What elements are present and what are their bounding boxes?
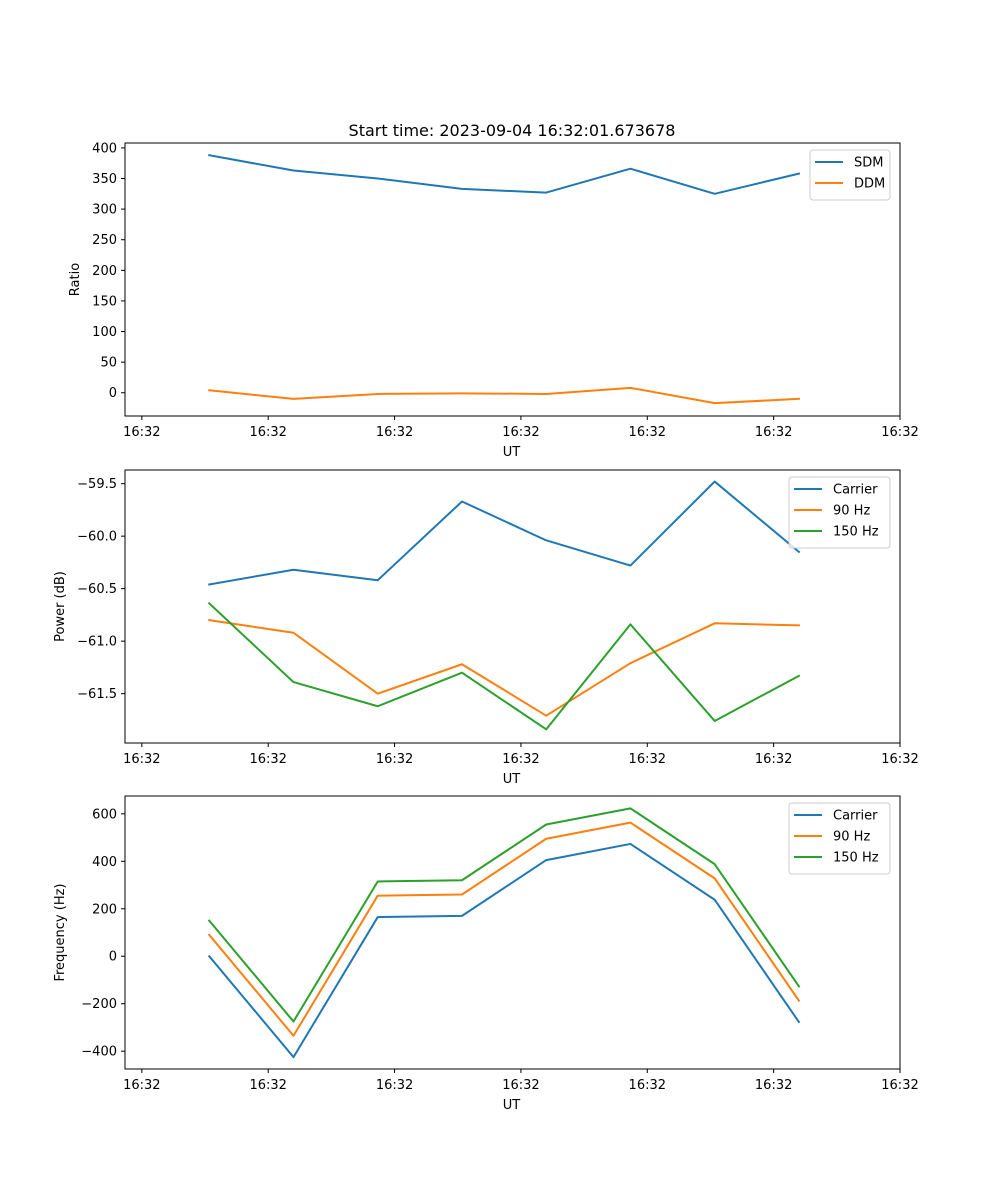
x-tick-label: 16:32: [502, 1078, 539, 1093]
plots: 0 50 100 150 200 250 300 350 400 16:32 16:32 16:32 1…: [53, 141, 919, 1113]
y-tick-label: 100: [92, 325, 117, 340]
x-axis-label: UT: [503, 772, 521, 787]
y-tick-label: 400: [92, 855, 117, 870]
y-axis-label: Power (dB): [53, 571, 68, 642]
subplot-1: 0 50 100 150 200 250 300 350 400 16:32 16:32 16:32 1…: [68, 141, 919, 460]
axes-frame: [124, 795, 901, 1070]
legend-label: 150 Hz: [833, 525, 879, 540]
y-tick-label: 600: [92, 807, 117, 822]
legend-label: Carrier: [833, 483, 878, 498]
legend-label: 90 Hz: [833, 830, 870, 845]
x-tick-label: 16:32: [502, 752, 539, 767]
x-tick-label: 16:32: [123, 752, 160, 767]
legend: Carrier 90 Hz 150 Hz: [788, 476, 891, 549]
x-tick-label: 16:32: [249, 425, 286, 440]
x-axis-label: UT: [503, 1098, 521, 1113]
y-tick-label: −200: [81, 997, 117, 1012]
y-tick-label: −61.5: [77, 687, 117, 702]
y-tick-label: −59.5: [77, 477, 117, 492]
x-tick-label: 16:32: [755, 425, 792, 440]
x-tick-label: 16:32: [376, 752, 413, 767]
legend-label: 150 Hz: [833, 851, 879, 866]
legend: Carrier 90 Hz 150 Hz: [788, 802, 891, 875]
y-tick-label: 50: [100, 356, 117, 371]
x-tick-label: 16:32: [249, 1078, 286, 1093]
x-tick-label: 16:32: [123, 1078, 160, 1093]
series-line-ddm: [208, 386, 800, 405]
series-line-90-hz: [207, 821, 801, 1037]
y-tick-label: 250: [92, 233, 117, 248]
x-tick-label: 16:32: [123, 425, 160, 440]
legend: SDM DDM: [809, 149, 891, 201]
y-tick-label: 150: [92, 294, 117, 309]
x-tick-label: 16:32: [376, 1078, 413, 1093]
x-tick-label: 16:32: [629, 425, 666, 440]
y-tick-label: 350: [92, 172, 117, 187]
y-tick-label: 200: [92, 264, 117, 279]
legend-label: Carrier: [833, 809, 878, 824]
x-tick-label: 16:32: [629, 1078, 666, 1093]
y-tick-label: −400: [81, 1045, 117, 1060]
series-line-150-hz: [207, 601, 801, 731]
series-line-carrier: [208, 480, 801, 586]
y-tick-label: 300: [92, 203, 117, 218]
axes-frame: [124, 469, 901, 744]
y-tick-label: 200: [92, 902, 117, 917]
y-axis-label: Frequency (Hz): [53, 883, 68, 981]
legend-label: 90 Hz: [833, 504, 870, 519]
chart-title: Start time: 2023-09-04 16:32:01.673678: [349, 121, 676, 140]
y-tick-label: 400: [92, 141, 117, 156]
series-line-150-hz: [207, 807, 801, 1023]
x-tick-label: 16:32: [629, 752, 666, 767]
y-tick-label: −60.0: [77, 530, 117, 545]
x-tick-label: 16:32: [376, 425, 413, 440]
x-tick-label: 16:32: [502, 425, 539, 440]
y-axis-label: Ratio: [68, 263, 83, 296]
x-tick-label: 16:32: [881, 1078, 918, 1093]
x-tick-label: 16:32: [881, 425, 918, 440]
x-tick-label: 16:32: [249, 752, 286, 767]
x-tick-label: 16:32: [755, 752, 792, 767]
subplot-3: −400 −200 0 200 400 600 16:32 16:32 16:32 16:32 16…: [53, 795, 919, 1113]
x-tick-label: 16:32: [755, 1078, 792, 1093]
legend-label: DDM: [854, 177, 885, 192]
x-tick-label: 16:32: [881, 752, 918, 767]
axes-frame: [124, 142, 901, 417]
legend-label: SDM: [854, 156, 883, 171]
y-tick-label: −60.5: [77, 582, 117, 597]
y-tick-label: 0: [109, 386, 117, 401]
y-tick-label: 0: [109, 950, 117, 965]
series-line-sdm: [208, 154, 801, 195]
subplot-2: −61.5 −61.0 −60.5 −60.0 −59.5 16:32 16:32 16:32…: [53, 469, 919, 787]
series-line-carrier: [207, 842, 801, 1059]
y-tick-label: −61.0: [77, 635, 117, 650]
series-line-90-hz: [208, 619, 800, 717]
x-axis-label: UT: [503, 445, 521, 460]
